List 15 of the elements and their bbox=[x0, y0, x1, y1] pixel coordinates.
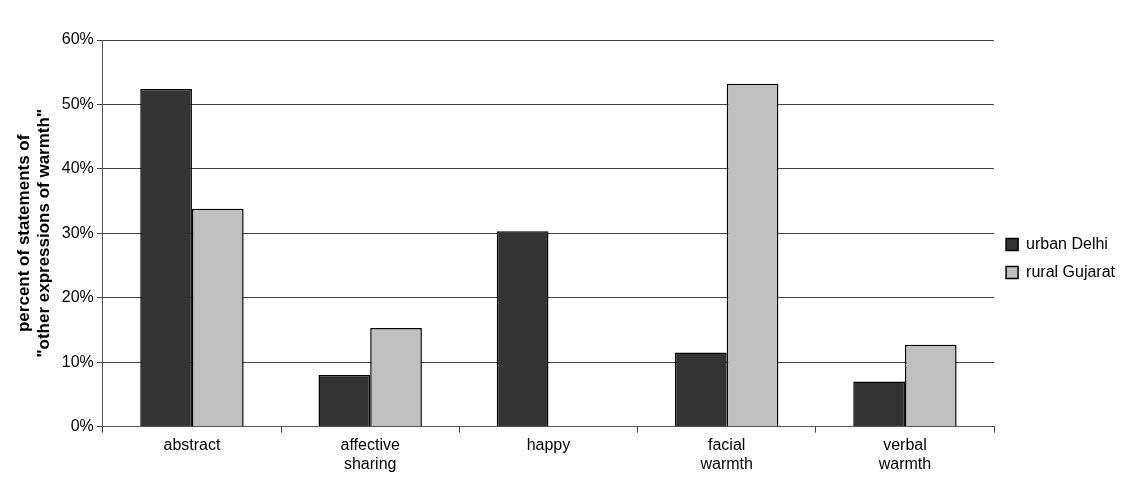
y-tick-label: 30% bbox=[61, 223, 94, 241]
x-tick-label: happy bbox=[526, 435, 571, 453]
x-tick-label: affective sharing bbox=[340, 435, 400, 472]
y-tick-label: 10% bbox=[61, 352, 94, 370]
y-tick-label: 50% bbox=[61, 94, 94, 112]
legend-label: urban Delhi bbox=[1026, 234, 1108, 252]
x-tick-label: verbal warmth bbox=[877, 435, 932, 472]
y-axis-title: percent of statements of "other expressions of warmth" bbox=[13, 109, 54, 358]
y-tick-label: 20% bbox=[61, 288, 94, 306]
y-tick-label: 40% bbox=[61, 159, 94, 177]
legend-label: rural Gujarat bbox=[1026, 262, 1116, 280]
y-tick-label: 60% bbox=[61, 30, 94, 48]
x-tick-label: abstract bbox=[163, 435, 221, 453]
x-tick-label: facial warmth bbox=[699, 435, 753, 472]
y-tick-label: 0% bbox=[70, 417, 94, 435]
